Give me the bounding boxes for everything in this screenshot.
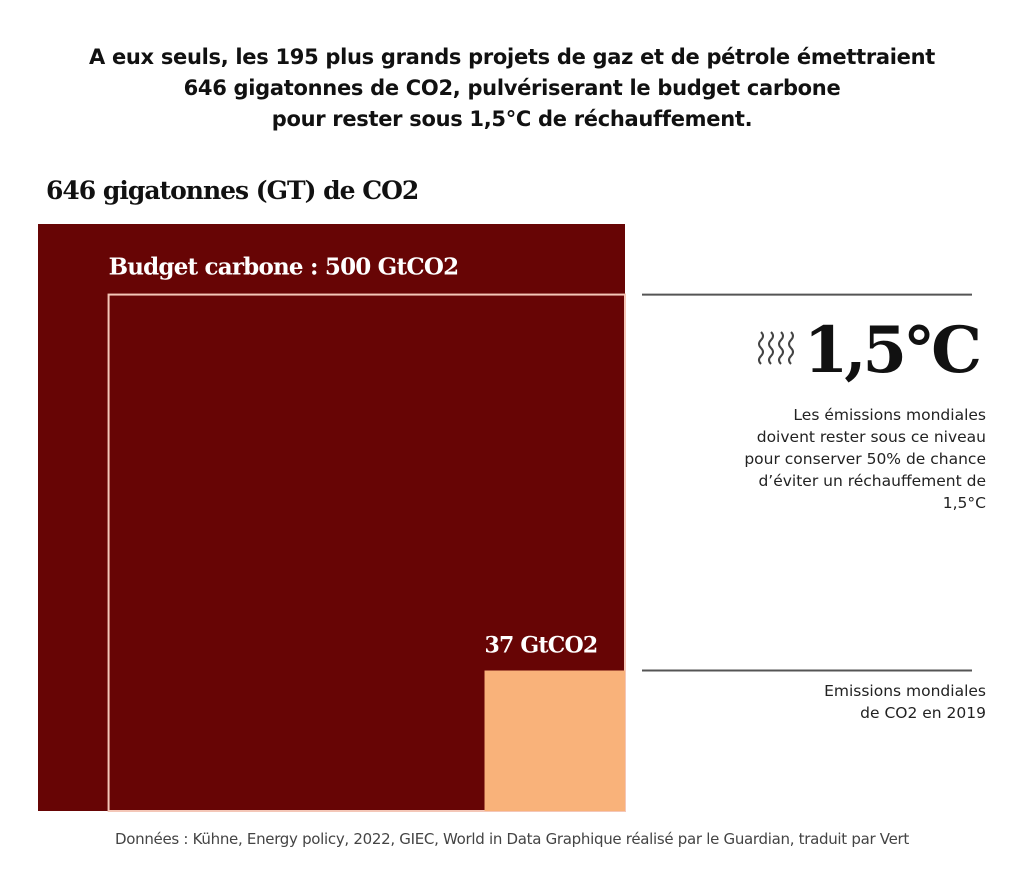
headline-line: A eux seuls, les 195 plus grands projets… [89,45,935,69]
budget-note-line: pour conserver 50% de chance [744,450,986,468]
headline: A eux seuls, les 195 plus grands projets… [0,42,1024,135]
source-footer: Données : Kühne, Energy policy, 2022, GI… [115,830,909,848]
chart-title: 646 gigatonnes (GT) de CO2 [46,176,419,205]
heat-waves-icon [756,329,796,374]
budget-note-line: 1,5°C [942,494,986,512]
temperature-value: 1,5°C [803,313,982,388]
temperature-callout: 1,5°C [756,313,982,388]
annual-note: Emissions mondiales de CO2 en 2019 [686,680,986,724]
label-carbon-budget: Budget carbone : 500 GtCO2 [109,254,459,281]
budget-note: Les émissions mondiales doivent rester s… [686,404,986,514]
headline-line: pour rester sous 1,5°C de réchauffement. [271,107,753,131]
budget-note-line: doivent rester sous ce niveau [756,428,986,446]
budget-note-line: Les émissions mondiales [793,406,986,424]
annual-note-line: Emissions mondiales [824,682,986,700]
headline-line: 646 gigatonnes de CO2, pulvériserant le … [183,76,841,100]
square-annual-emissions [484,670,625,811]
label-annual-emissions: 37 GtCO2 [485,633,598,659]
budget-note-line: d’éviter un réchauffement de [758,472,986,490]
annual-note-line: de CO2 en 2019 [860,704,986,722]
